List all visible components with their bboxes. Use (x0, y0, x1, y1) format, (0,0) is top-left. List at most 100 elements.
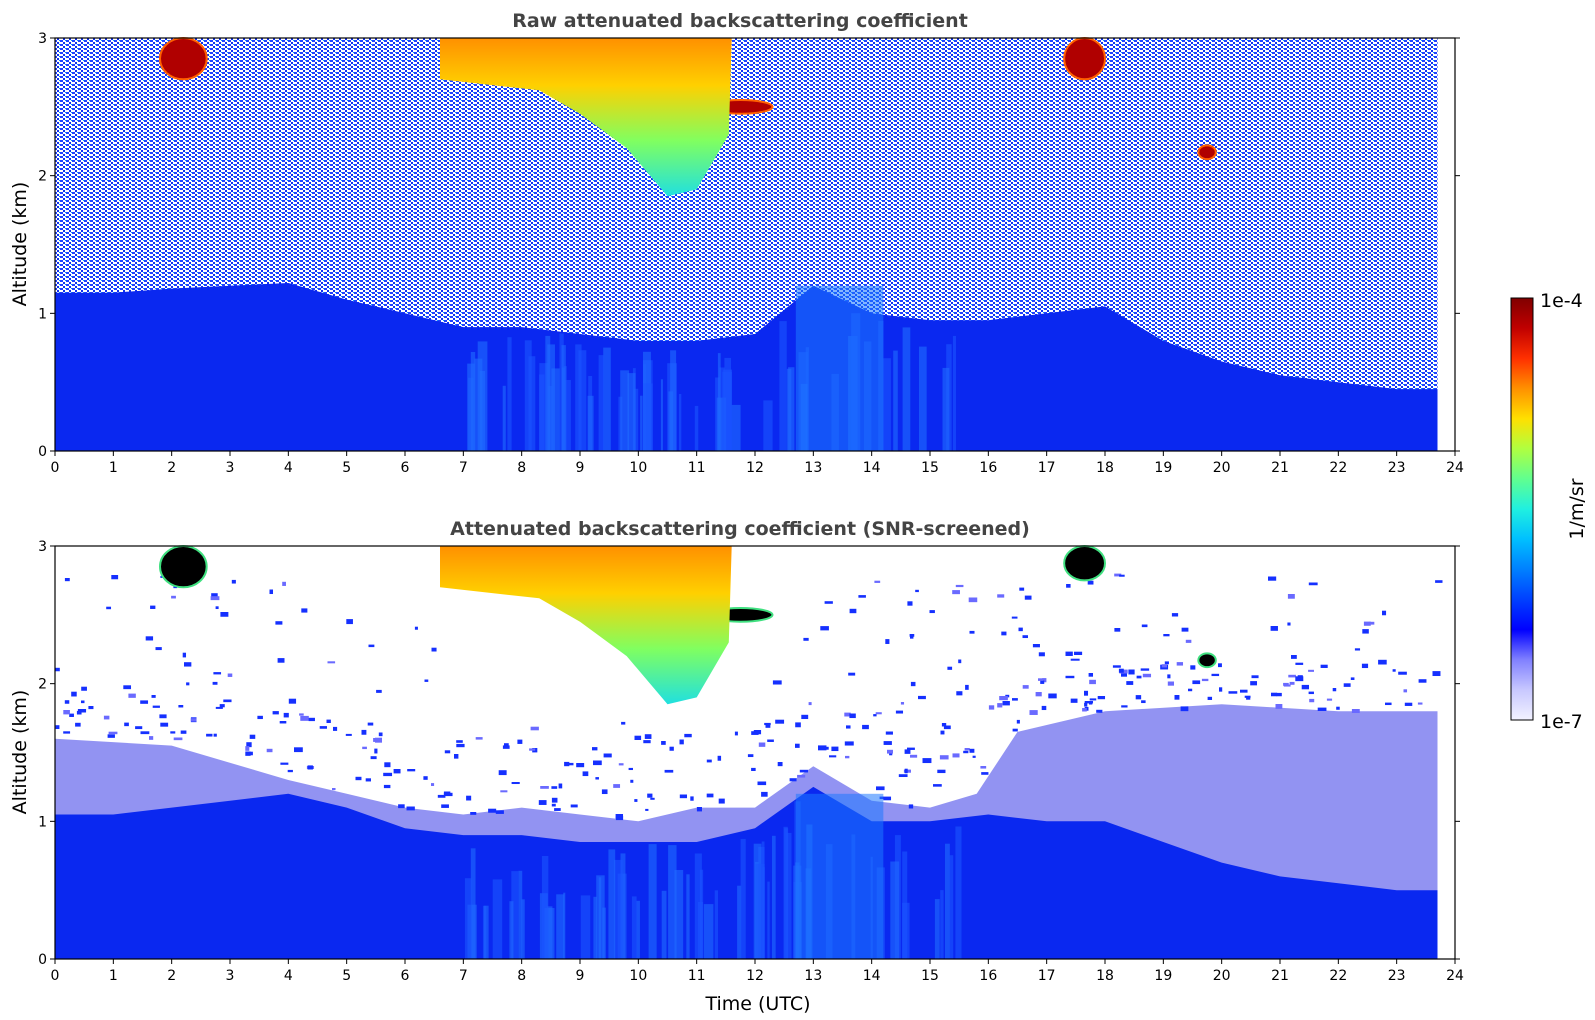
speckle (81, 700, 85, 704)
speckle (1435, 580, 1443, 583)
high-cloud (1197, 652, 1217, 669)
speckle (1211, 673, 1220, 677)
mixing-streak (737, 885, 742, 959)
speckle (1398, 671, 1407, 675)
speckle (1271, 692, 1278, 697)
speckle (1228, 691, 1238, 694)
speckle (1088, 673, 1094, 677)
speckle (1038, 678, 1044, 681)
speckle (1418, 679, 1427, 683)
speckle (227, 673, 233, 677)
panel-title: Raw attenuated backscattering coefficien… (512, 10, 968, 32)
speckle (307, 765, 313, 770)
mixing-streak (740, 838, 746, 959)
speckle (1190, 665, 1196, 670)
speckle (124, 722, 129, 727)
speckle (345, 733, 352, 736)
speckle (111, 575, 119, 580)
speckle (679, 739, 684, 745)
speckle (299, 713, 304, 716)
speckle (275, 621, 283, 625)
speckle (215, 706, 223, 709)
speckle (152, 705, 160, 708)
speckle (618, 763, 624, 766)
speckle (848, 672, 856, 676)
speckle (279, 721, 287, 724)
mixing-streak (955, 826, 962, 959)
mixing-streak (661, 890, 667, 959)
speckle (280, 762, 289, 765)
mixing-streak (631, 896, 637, 959)
x-tick-label: 0 (51, 460, 60, 476)
mixing-streak (668, 845, 677, 959)
speckle (795, 743, 800, 748)
speckle (968, 597, 978, 603)
speckle (437, 794, 446, 798)
speckle (570, 804, 578, 808)
mixing-streak (949, 855, 954, 959)
speckle (645, 808, 649, 811)
mixing-streak (561, 345, 566, 451)
speckle (159, 714, 167, 719)
speckle (910, 681, 916, 687)
speckle (789, 778, 797, 782)
speckle (135, 726, 143, 730)
speckle (846, 725, 851, 729)
x-tick-label: 23 (1388, 460, 1406, 476)
speckle (1096, 709, 1103, 713)
speckle (801, 714, 809, 720)
x-tick-label: 20 (1213, 968, 1231, 984)
mixing-streak (539, 363, 549, 451)
mixing-streak (603, 347, 611, 451)
speckle (907, 747, 915, 750)
speckle (1029, 710, 1038, 715)
x-tick-label: 20 (1213, 460, 1231, 476)
speckle (362, 746, 367, 750)
speckle (1275, 704, 1283, 709)
speckle (212, 681, 218, 685)
speckle (245, 746, 250, 751)
x-tick-label: 8 (517, 968, 526, 984)
speckle (1087, 580, 1094, 585)
mixing-streak (783, 826, 788, 959)
speckle (456, 740, 463, 743)
speckle (956, 691, 963, 696)
mixing-streak (786, 368, 792, 451)
speckle (140, 731, 150, 735)
x-tick-label: 9 (576, 968, 585, 984)
y-tick-label: 2 (38, 169, 47, 185)
y-axis-label: Altitude (km) (9, 182, 31, 307)
y-tick-label: 3 (38, 31, 47, 47)
speckle (182, 652, 187, 658)
speckle (1188, 688, 1193, 692)
speckle (287, 769, 293, 773)
speckle (910, 636, 914, 639)
speckle (219, 704, 225, 708)
mixing-streak (694, 853, 702, 959)
speckle (383, 772, 393, 777)
speckle (964, 748, 970, 751)
speckle (1012, 698, 1018, 701)
speckle (1176, 662, 1184, 666)
speckle (55, 725, 60, 730)
speckle (211, 593, 218, 597)
speckle (502, 745, 510, 749)
x-tick-label: 5 (342, 968, 351, 984)
speckle (332, 788, 336, 791)
speckle (63, 731, 71, 734)
speckle (717, 755, 722, 761)
speckle (1287, 622, 1291, 626)
mixing-streak (686, 874, 690, 959)
speckle (564, 761, 570, 767)
mixing-streak (714, 890, 719, 959)
speckle (257, 715, 263, 720)
speckle (171, 595, 176, 599)
x-axis: 0 1 2 3 4 5 6 7 8 9 10 11 12 13 14 15 16 17 18 19 20 21 22 23 24 (51, 959, 1464, 984)
y-tick-label: 1 (38, 814, 47, 830)
speckle (78, 710, 86, 713)
speckle (151, 695, 156, 698)
speckle (593, 760, 602, 766)
speckle (734, 731, 738, 736)
speckle (551, 786, 558, 789)
